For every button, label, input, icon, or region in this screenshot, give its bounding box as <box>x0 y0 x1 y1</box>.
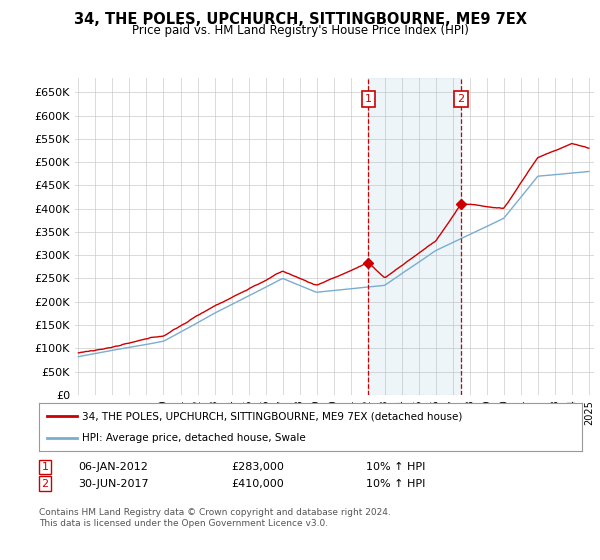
Text: 2: 2 <box>41 479 49 489</box>
Text: 10% ↑ HPI: 10% ↑ HPI <box>366 462 425 472</box>
Text: 06-JAN-2012: 06-JAN-2012 <box>78 462 148 472</box>
Text: 34, THE POLES, UPCHURCH, SITTINGBOURNE, ME9 7EX (detached house): 34, THE POLES, UPCHURCH, SITTINGBOURNE, … <box>82 411 463 421</box>
Text: £410,000: £410,000 <box>231 479 284 489</box>
Text: 1: 1 <box>41 462 49 472</box>
Bar <box>368 78 461 395</box>
Text: 30-JUN-2017: 30-JUN-2017 <box>78 479 149 489</box>
Text: Price paid vs. HM Land Registry's House Price Index (HPI): Price paid vs. HM Land Registry's House … <box>131 24 469 37</box>
Text: 1: 1 <box>365 94 372 104</box>
Text: Contains HM Land Registry data © Crown copyright and database right 2024.
This d: Contains HM Land Registry data © Crown c… <box>39 508 391 528</box>
Text: 10% ↑ HPI: 10% ↑ HPI <box>366 479 425 489</box>
Text: 2: 2 <box>457 94 464 104</box>
Text: HPI: Average price, detached house, Swale: HPI: Average price, detached house, Swal… <box>82 433 306 443</box>
Text: 34, THE POLES, UPCHURCH, SITTINGBOURNE, ME9 7EX: 34, THE POLES, UPCHURCH, SITTINGBOURNE, … <box>74 12 527 27</box>
Text: £283,000: £283,000 <box>231 462 284 472</box>
